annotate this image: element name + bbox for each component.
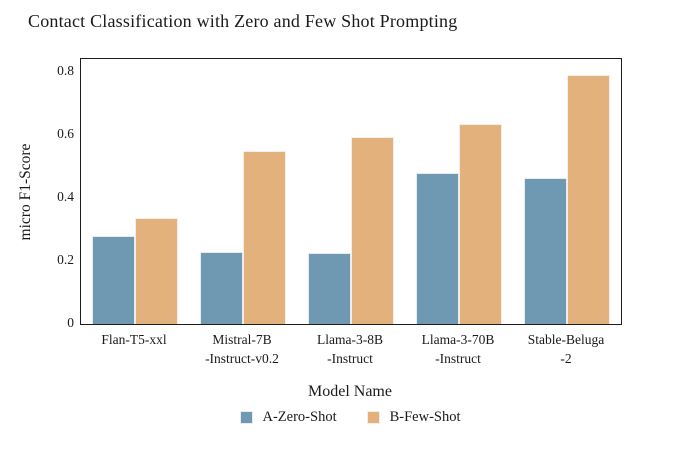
legend-label-few-shot: B-Few-Shot — [389, 409, 461, 425]
plot-area — [80, 58, 622, 325]
y-tick-label: 0.2 — [57, 252, 74, 268]
bar-a-zero-shot-2 — [307, 253, 351, 324]
bar-a-zero-shot-0 — [91, 235, 135, 324]
bar-b-few-shot-0 — [135, 218, 179, 324]
legend-item-few-shot: B-Few-Shot — [366, 409, 461, 426]
bar-b-few-shot-1 — [243, 150, 287, 324]
x-tick-label: Stable-Beluga -2 — [527, 332, 605, 366]
legend-label-zero-shot: A-Zero-Shot — [262, 409, 337, 425]
bar-b-few-shot-2 — [351, 136, 395, 324]
bar-a-zero-shot-3 — [415, 172, 459, 324]
bar-a-zero-shot-4 — [523, 177, 567, 324]
x-tick-label: Llama-3-8B -Instruct — [317, 332, 383, 366]
chart-title: Contact Classification with Zero and Few… — [28, 11, 458, 31]
x-axis-label: Model Name — [308, 383, 392, 400]
y-tick-label: 0.8 — [57, 63, 74, 79]
bar-a-zero-shot-1 — [199, 251, 243, 324]
x-tick-label: Flan-T5-xxl — [101, 332, 167, 347]
bar-b-few-shot-4 — [567, 75, 611, 324]
x-tick-label: Mistral-7B -Instruct-v0.2 — [205, 332, 279, 366]
x-axis-ticks: Flan-T5-xxl Mistral-7B -Instruct-v0.2 Llam… — [80, 330, 620, 372]
legend-item-zero-shot: A-Zero-Shot — [239, 409, 337, 426]
y-axis-ticks: 0 0.2 0.4 0.6 0.8 — [0, 58, 74, 330]
x-tick-label: Llama-3-70B -Instruct — [421, 332, 495, 366]
legend-swatch-zero-shot — [239, 411, 253, 424]
y-tick-label: 0 — [67, 315, 74, 330]
legend: A-Zero-Shot B-Few-Shot — [0, 409, 700, 426]
legend-swatch-few-shot — [366, 411, 380, 424]
bar-b-few-shot-3 — [459, 123, 503, 324]
y-tick-label: 0.4 — [57, 189, 74, 205]
y-tick-label: 0.6 — [57, 126, 74, 142]
